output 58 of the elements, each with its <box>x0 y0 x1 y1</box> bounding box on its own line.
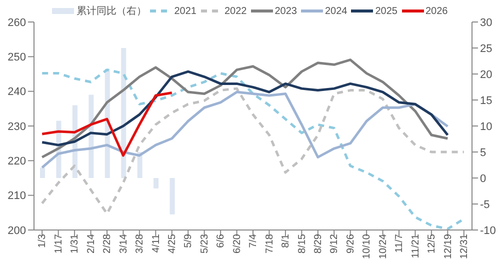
y-tick-label: 230 <box>8 120 26 133</box>
legend-label: 2026 <box>426 6 448 16</box>
x-tick-label: 8/15 <box>296 234 308 254</box>
x-tick-label: 10/24 <box>378 234 389 260</box>
x-tick-label: 8/1 <box>280 234 292 248</box>
y-tick-label: 200 <box>8 224 26 237</box>
y2-tick-label: 25 <box>480 42 492 55</box>
bar <box>154 178 159 188</box>
x-tick-label: 12/31 <box>458 234 470 260</box>
x-tick-label: 1/31 <box>70 234 81 254</box>
line-series <box>40 87 466 215</box>
legend-label: 2023 <box>274 6 297 16</box>
x-tick-label: 2/14 <box>86 234 97 254</box>
y-tick-label: 260 <box>8 16 26 29</box>
bar <box>40 168 45 178</box>
x-tick-label: 2/28 <box>102 234 114 254</box>
x-tick-label: 9/12 <box>329 234 340 254</box>
legend-label: 2025 <box>375 6 398 16</box>
x-tick-label: 12/19 <box>442 234 454 260</box>
legend-label: 累计同比（右） <box>76 4 146 18</box>
line-series <box>40 91 174 157</box>
y-tick-label: 250 <box>8 52 26 64</box>
y2-tick-label: -10 <box>480 224 496 237</box>
x-tick-label: 8/29 <box>312 234 324 254</box>
x-tick-label: 5/9 <box>183 234 194 248</box>
y2-tick-label: 30 <box>480 16 492 29</box>
x-tick-label: 4/25 <box>166 234 178 254</box>
line-series <box>40 70 449 146</box>
x-tick-label: 11/7 <box>394 234 406 253</box>
x-tick-label: 4/11 <box>150 234 162 253</box>
y2-tick-label: 10 <box>480 120 492 133</box>
x-tick-label: 1/3 <box>37 234 48 248</box>
legend-label: 2022 <box>224 6 247 16</box>
x-tick-label: 10/10 <box>362 234 373 260</box>
line-series <box>40 58 449 158</box>
x-tick-label: 6/20 <box>232 234 243 254</box>
y-tick-label: 240 <box>8 86 26 98</box>
y2-tick-label: 20 <box>480 68 492 81</box>
x-tick-label: 3/14 <box>118 234 130 254</box>
x-tick-label: 11/21 <box>410 234 422 258</box>
x-tick-label: 7/18 <box>264 234 276 254</box>
x-tick-label: 5/23 <box>199 234 210 254</box>
legend-label: 2024 <box>325 6 348 16</box>
y-tick-label: 220 <box>8 156 26 168</box>
x-tick-label: 6/6 <box>216 234 227 248</box>
y2-tick-label: 5 <box>480 146 486 159</box>
line-series <box>40 90 449 169</box>
legend-label: 2021 <box>174 6 196 16</box>
y2-tick-label: -5 <box>480 198 490 211</box>
x-tick-label: 12/5 <box>426 234 438 254</box>
y-tick-label: 210 <box>8 190 26 202</box>
y2-tick-label: 15 <box>480 94 492 107</box>
x-tick-label: 3/28 <box>134 234 146 254</box>
x-tick-label: 7/4 <box>248 234 260 248</box>
x-tick-label: 9/26 <box>345 234 356 254</box>
bar <box>170 178 175 214</box>
y2-tick-label: 0 <box>480 172 486 185</box>
x-tick-label: 1/17 <box>53 234 64 254</box>
